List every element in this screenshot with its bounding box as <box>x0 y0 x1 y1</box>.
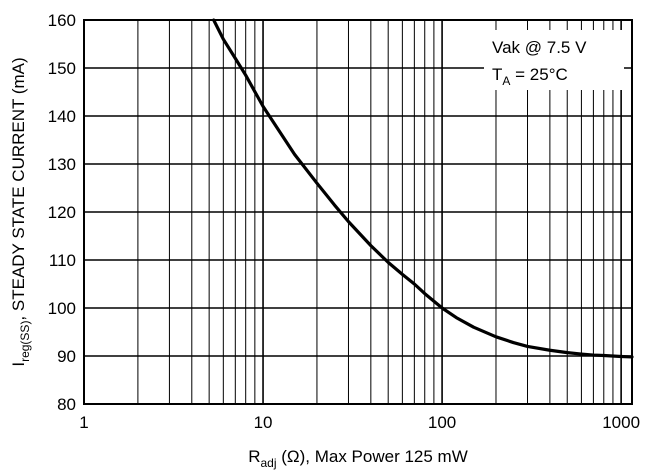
y-tick-label: 160 <box>48 11 76 30</box>
x-tick-label: 100 <box>428 413 456 432</box>
y-tick-label: 120 <box>48 203 76 222</box>
x-tick-label: 1 <box>79 413 88 432</box>
x-axis-label: Radj (Ω), Max Power 125 mW <box>248 447 468 470</box>
plot-frame <box>83 19 633 405</box>
y-tick-label: 90 <box>57 347 76 366</box>
x-tick-labels: 1 10 100 1000 <box>79 413 640 432</box>
y-tick-label: 150 <box>48 59 76 78</box>
annotation-vak: Vak @ 7.5 V <box>492 38 587 57</box>
y-tick-label: 100 <box>48 299 76 318</box>
annotation-box: Vak @ 7.5 V TA = 25°C <box>484 30 624 90</box>
y-tick-labels: 80 90 100 110 120 130 140 150 160 <box>48 11 76 414</box>
y-tick-label: 110 <box>49 251 76 270</box>
annotation-temperature: TA = 25°C <box>492 65 568 88</box>
y-axis-label: Ireg(SS), STEADY STATE CURRENT (mA) <box>9 57 32 366</box>
annotation-background <box>484 30 624 90</box>
y-tick-label: 130 <box>48 155 76 174</box>
x-tick-label: 1000 <box>602 413 640 432</box>
series-line <box>212 18 634 359</box>
y-tick-label: 80 <box>57 395 76 414</box>
x-tick-label: 10 <box>254 413 273 432</box>
y-tick-label: 140 <box>48 107 76 126</box>
